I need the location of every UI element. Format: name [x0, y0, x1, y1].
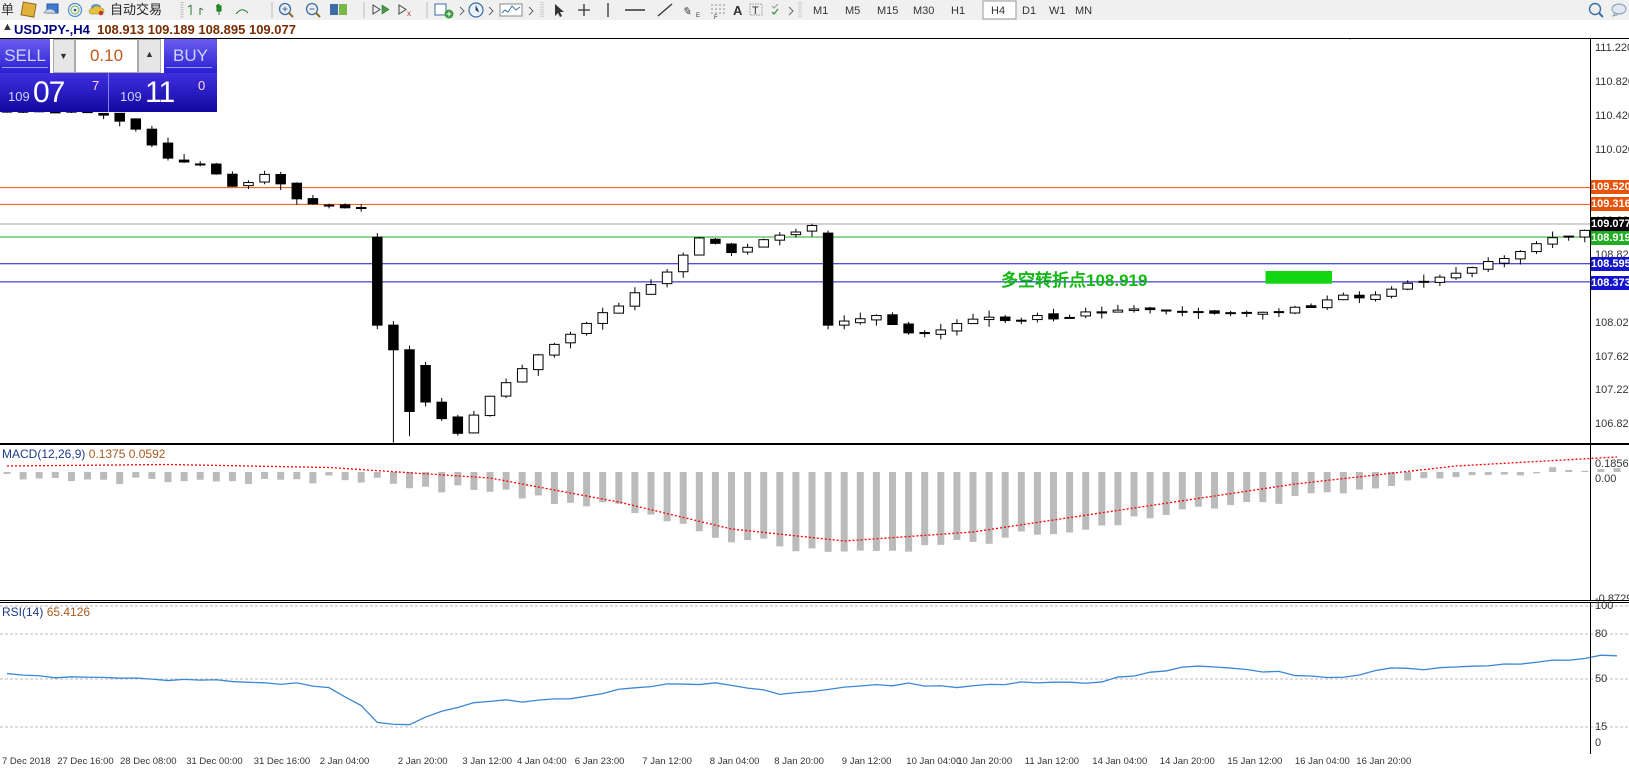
svg-text:M5: M5 [845, 5, 860, 17]
svg-text:自动交易: 自动交易 [110, 2, 162, 17]
svg-text:H1: H1 [951, 5, 965, 17]
svg-text:✎: ✎ [682, 6, 691, 18]
svg-text:D1: D1 [1022, 5, 1036, 17]
svg-text:H4: H4 [991, 5, 1005, 17]
svg-text:单: 单 [1, 2, 14, 17]
svg-text:T: T [752, 5, 759, 17]
svg-text:E: E [696, 13, 700, 19]
svg-text:A: A [733, 3, 743, 18]
svg-text:M30: M30 [913, 5, 934, 17]
svg-text:M15: M15 [877, 5, 898, 17]
svg-text:MN: MN [1075, 5, 1092, 17]
svg-text:W1: W1 [1049, 5, 1066, 17]
svg-text:x: x [407, 9, 411, 18]
svg-text:M1: M1 [813, 5, 828, 17]
